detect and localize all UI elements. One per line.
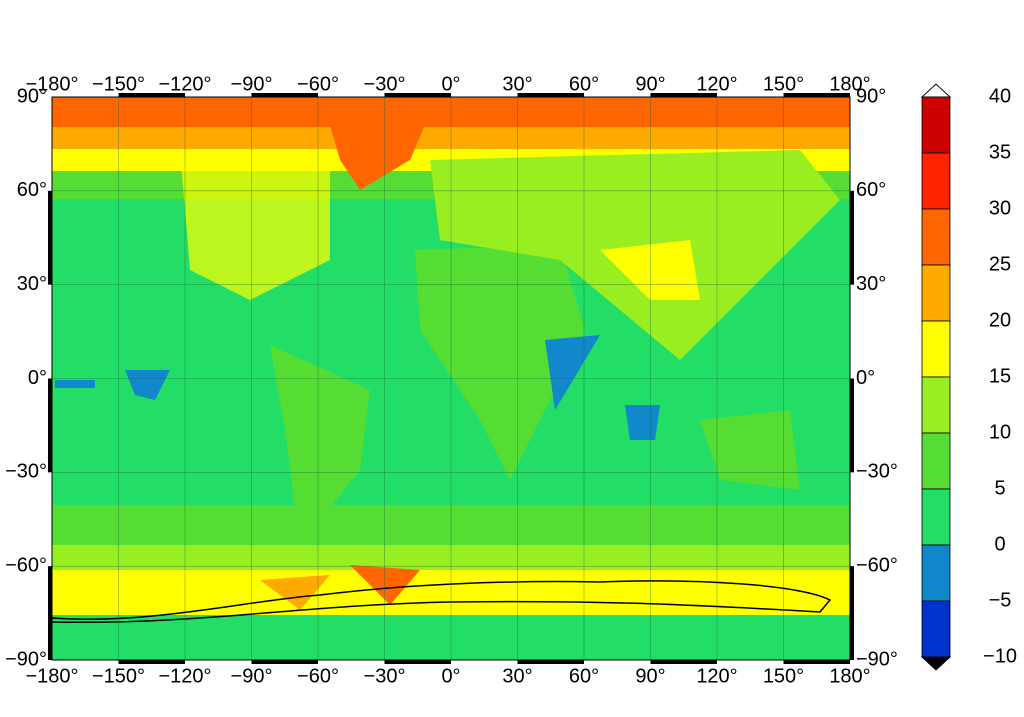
- bottom-tick-label: −60°: [297, 665, 339, 687]
- frame-bar: [650, 660, 717, 664]
- colorbar-label: 40: [989, 85, 1011, 107]
- colorbar-segment: [921, 432, 951, 490]
- colorbar-segment: [921, 320, 951, 378]
- frame-bar: [850, 190, 854, 285]
- right-tick-label: −30°: [856, 461, 898, 483]
- left-tick-label: 30°: [17, 273, 47, 295]
- left-tick-label: −30°: [5, 461, 47, 483]
- colorbar-label: −5: [989, 589, 1012, 611]
- frame-bar: [118, 660, 185, 664]
- frame-bar: [251, 660, 318, 664]
- bottom-tick-label: −90°: [231, 665, 273, 687]
- bottom-tick-label: −180°: [25, 665, 78, 687]
- bottom-tick-label: 30°: [502, 665, 532, 687]
- top-tick-label: −180°: [25, 73, 78, 95]
- frame-bars: [48, 93, 854, 664]
- bottom-tick-label: 60°: [569, 665, 599, 687]
- right-tick-label: 30°: [856, 273, 886, 295]
- left-tick-label: 0°: [28, 367, 47, 389]
- top-tick-label: 120°: [696, 73, 737, 95]
- top-tick-label: 60°: [569, 73, 599, 95]
- bottom-tick-label: 90°: [635, 665, 665, 687]
- right-tick-label: −60°: [856, 554, 898, 576]
- top-tick-label: −150°: [92, 73, 145, 95]
- antarctic-coast: [51, 580, 832, 624]
- colorbar-label: 35: [989, 141, 1011, 163]
- colorbar-segment: [921, 544, 951, 602]
- tick-labels: −180° −180° −150° −150° −120° −120° −90° −90° −6…: [5, 73, 898, 687]
- top-tick-label: −30°: [364, 73, 406, 95]
- frame-bar: [48, 378, 52, 473]
- colorbar-label: 20: [989, 309, 1011, 331]
- bottom-tick-label: −30°: [364, 665, 406, 687]
- colorbar-label: 5: [994, 477, 1005, 499]
- tibet: [600, 240, 700, 300]
- bottom-tick-label: −150°: [92, 665, 145, 687]
- colorbar-top-triangle: [920, 83, 952, 98]
- frame-bar: [650, 93, 717, 97]
- frame-bar: [48, 190, 52, 285]
- frame-bar: [850, 378, 854, 473]
- colorbar-segment: [921, 600, 951, 658]
- frame-bar: [384, 93, 451, 97]
- south-america: [270, 345, 370, 545]
- left-tick-label: −90°: [5, 648, 47, 670]
- frame-bar: [384, 660, 451, 664]
- left-tick-label: 60°: [17, 179, 47, 201]
- colorbar-bottom-triangle: [920, 656, 952, 671]
- colorbar-segment: [921, 376, 951, 434]
- left-tick-label: −60°: [5, 554, 47, 576]
- greenland: [330, 125, 425, 190]
- bottom-tick-label: 0°: [441, 665, 460, 687]
- colorbar-segment: [921, 96, 951, 154]
- frame-bar: [517, 660, 584, 664]
- frame-bar: [850, 566, 854, 660]
- right-tick-label: −90°: [856, 648, 898, 670]
- top-tick-label: 90°: [635, 73, 665, 95]
- map-field: [48, 93, 854, 664]
- left-tick-label: 90°: [17, 85, 47, 107]
- australia: [700, 410, 800, 490]
- top-tick-label: −60°: [297, 73, 339, 95]
- bottom-tick-label: 120°: [696, 665, 737, 687]
- colorbar-label: 0: [994, 533, 1005, 555]
- right-tick-label: 60°: [856, 179, 886, 201]
- bottom-tick-label: 150°: [763, 665, 804, 687]
- frame-bar: [783, 93, 850, 97]
- colorbar-segment: [921, 264, 951, 322]
- colorbar-label: 25: [989, 253, 1011, 275]
- top-tick-label: −120°: [158, 73, 211, 95]
- colorbar-label: 15: [989, 365, 1011, 387]
- top-tick-label: 30°: [502, 73, 532, 95]
- frame-bar: [517, 93, 584, 97]
- right-tick-label: 90°: [856, 85, 886, 107]
- bottom-tick-label: 180°: [829, 665, 870, 687]
- bottom-tick-label: −120°: [158, 665, 211, 687]
- colorbar: 40 35 30 25 20 15 10 5 0 −5 −10: [920, 83, 1017, 671]
- frame-bar: [118, 93, 185, 97]
- frame-bar: [48, 566, 52, 660]
- right-tick-label: 0°: [856, 367, 875, 389]
- colorbar-segment: [921, 208, 951, 266]
- frame-bar: [783, 660, 850, 664]
- top-tick-label: −90°: [231, 73, 273, 95]
- weddell-warm: [350, 565, 420, 605]
- frame-bar: [251, 93, 318, 97]
- colorbar-segment: [921, 152, 951, 210]
- colorbar-label: −10: [983, 645, 1017, 667]
- colorbar-label: 10: [989, 421, 1011, 443]
- antarctic-patch: [260, 575, 330, 610]
- top-tick-label: 0°: [441, 73, 460, 95]
- north-america: [180, 150, 330, 300]
- top-tick-label: 150°: [763, 73, 804, 95]
- africa: [415, 245, 585, 480]
- colorbar-segment: [921, 488, 951, 546]
- top-tick-label: 180°: [829, 73, 870, 95]
- colorbar-label: 30: [989, 197, 1011, 219]
